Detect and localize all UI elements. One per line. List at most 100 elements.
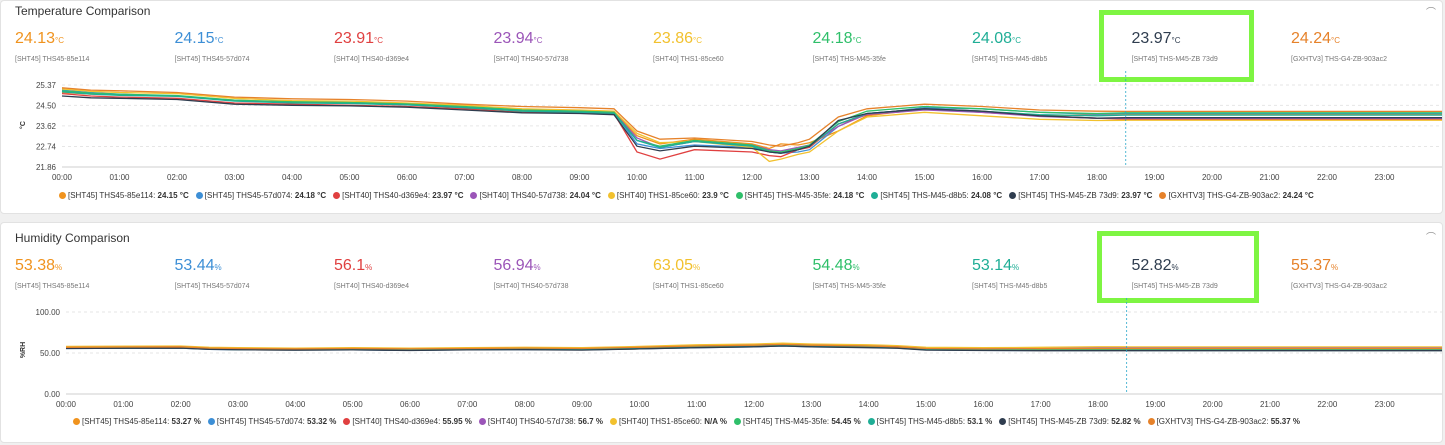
y-tick-label: 23.62: [36, 122, 57, 131]
legend-item[interactable]: [GXHTV3] THS-G4-ZB-903ac2: 55.37 %: [1147, 417, 1300, 426]
legend-value: N/A %: [704, 417, 728, 426]
sensor-tile: 23.97°C [SHT45] THS-M45-ZB 73d9: [1132, 29, 1272, 63]
legend-label: [SHT45] THS45-57d074: [204, 191, 291, 200]
y-tick-label: 24.50: [36, 101, 57, 110]
value-number: 52.82: [1131, 257, 1172, 274]
legend-label: [SHT45] THS-M45-ZB 73d9: [1008, 417, 1107, 426]
sensor-current-value: 56.94%: [494, 256, 634, 278]
humidity-card-title: Humidity Comparison: [15, 231, 130, 245]
legend-item[interactable]: [SHT45] THS-M45-d8b5: 24.08 °C: [871, 191, 1002, 200]
highlight-box: [1097, 231, 1259, 303]
x-tick-label: 19:00: [1145, 400, 1166, 409]
legend-separator: :: [962, 417, 968, 426]
legend-item[interactable]: [SHT40] THS40-57d738: 24.04 °C: [470, 191, 601, 200]
legend-label: [SHT45] THS-M45-d8b5: [880, 191, 967, 200]
series-line: [61, 88, 1126, 163]
x-tick-label: 21:00: [1259, 173, 1280, 182]
value-number: 23.86: [653, 30, 694, 47]
legend-label: [SHT40] THS40-d369e4: [352, 417, 439, 426]
x-tick-label: 11:00: [687, 400, 707, 409]
legend-value: 24.04 °C: [569, 191, 601, 200]
legend-value: 23.97 °C: [432, 191, 464, 200]
sensor-tile: 53.14% [SHT45] THS-M45-d8b5: [972, 256, 1112, 290]
value-number: 53.14: [972, 257, 1013, 274]
legend-label: [SHT45] THS-M45-35fe: [744, 191, 829, 200]
legend-item[interactable]: [SHT40] THS1-85ce60: N/A %: [609, 417, 728, 426]
x-tick-label: 16:00: [972, 173, 993, 182]
y-axis-label: %RH: [20, 342, 27, 358]
x-tick-label: 03:00: [224, 173, 245, 182]
legend-value: 24.18 °C: [294, 191, 327, 200]
legend-item[interactable]: [SHT40] THS1-85ce60: 23.9 °C: [607, 191, 729, 200]
value-unit: %: [1171, 263, 1179, 272]
legend-label: [SHT45] THS45-85e114: [68, 191, 154, 200]
legend-separator: :: [699, 417, 705, 426]
legend-value: 23.9 °C: [702, 191, 729, 200]
x-tick-label: 10:00: [627, 173, 648, 182]
sensor-id-label: [SHT40] THS40-d369e4: [334, 283, 409, 290]
sensor-current-value: 23.94°C: [494, 29, 634, 51]
card-menu-icon[interactable]: ︵: [1426, 226, 1436, 237]
sensor-current-value: 53.44%: [175, 256, 315, 278]
legend-dot-icon: [195, 192, 203, 199]
value-number: 23.97: [1131, 30, 1172, 47]
legend-item[interactable]: [SHT40] THS40-d369e4: 55.95 %: [343, 417, 472, 426]
legend-separator: :: [966, 191, 971, 200]
legend-item[interactable]: [SHT45] THS-M45-35fe: 54.45 %: [734, 417, 861, 426]
legend-dot-icon: [609, 418, 617, 425]
value-unit: °C: [214, 36, 224, 45]
humidity-legend: [SHT45] THS45-85e114: 53.27 % [SHT45] THS…: [73, 417, 1307, 426]
value-unit: °C: [693, 36, 703, 45]
sensor-id-label: [SHT40] THS40-57d738: [493, 56, 569, 63]
value-number: 23.94: [493, 30, 534, 47]
x-tick-label: 05:00: [343, 400, 364, 409]
series-line: [61, 91, 1126, 154]
x-tick-label: 04:00: [282, 173, 303, 182]
sensor-current-value: 24.15°C: [175, 29, 315, 51]
legend-item[interactable]: [SHT45] THS45-85e114: 24.15 °C: [59, 191, 189, 200]
x-tick-label: 11:00: [685, 173, 705, 182]
legend-dot-icon: [735, 192, 743, 199]
legend-value: 54.45 %: [831, 417, 861, 426]
legend-item[interactable]: [GXHTV3] THS-G4-ZB-903ac2: 24.24 °C: [1159, 191, 1314, 200]
x-tick-label: 17:00: [1029, 173, 1050, 182]
y-tick-label: 0.00: [44, 390, 60, 399]
sensor-id-label: [SHT40] THS40-57d738: [493, 283, 569, 290]
value-number: 56.1: [334, 257, 366, 274]
legend-item[interactable]: [SHT45] THS-M45-d8b5: 53.1 %: [867, 417, 992, 426]
legend-item[interactable]: [SHT40] THS40-d369e4: 23.97 °C: [333, 191, 463, 200]
x-tick-label: 06:00: [400, 400, 421, 409]
value-unit: %: [214, 263, 222, 272]
legend-value: 52.82 %: [1111, 417, 1141, 426]
legend-item[interactable]: [SHT45] THS45-57d074: 24.18 °C: [195, 191, 327, 200]
value-number: 63.05: [653, 257, 694, 274]
series-line: [61, 87, 1126, 147]
legend-item[interactable]: [SHT45] THS-M45-35fe: 24.18 °C: [735, 191, 864, 200]
x-tick-label: 07:00: [457, 400, 478, 409]
legend-item[interactable]: [SHT40] THS40-57d738: 56.7 %: [478, 417, 603, 426]
card-menu-icon[interactable]: ︵: [1426, 1, 1436, 12]
temperature-card: Temperature Comparison ︵ 24.13°C [SHT45] …: [0, 0, 1443, 214]
x-tick-label: 23:00: [1374, 173, 1395, 182]
x-tick-label: 21:00: [1260, 400, 1281, 409]
value-number: 55.37: [1291, 257, 1332, 274]
x-tick-label: 22:00: [1317, 400, 1338, 409]
x-tick-label: 03:00: [228, 400, 249, 409]
legend-item[interactable]: [SHT45] THS45-85e114: 53.27 %: [73, 417, 201, 426]
sensor-id-label: [SHT45] THS45-85e114: [15, 56, 90, 63]
legend-separator: :: [167, 417, 172, 426]
highlight-box: [1099, 10, 1254, 82]
legend-label: [SHT40] THS1-85ce60: [616, 191, 698, 200]
legend-value: 24.15 °C: [157, 191, 189, 200]
legend-item[interactable]: [SHT45] THS-M45-ZB 73d9: 52.82 %: [999, 417, 1141, 426]
value-unit: °C: [1331, 36, 1341, 45]
x-tick-label: 08:00: [515, 400, 536, 409]
sensor-current-value: 23.86°C: [653, 29, 793, 51]
x-tick-label: 06:00: [397, 173, 418, 182]
legend-item[interactable]: [SHT45] THS45-57d074: 53.32 %: [207, 417, 337, 426]
legend-item[interactable]: [SHT45] THS-M45-ZB 73d9: 23.97 °C: [1009, 191, 1152, 200]
legend-separator: :: [697, 191, 703, 200]
x-tick-label: 00:00: [56, 400, 77, 409]
legend-value: 53.32 %: [307, 417, 337, 426]
